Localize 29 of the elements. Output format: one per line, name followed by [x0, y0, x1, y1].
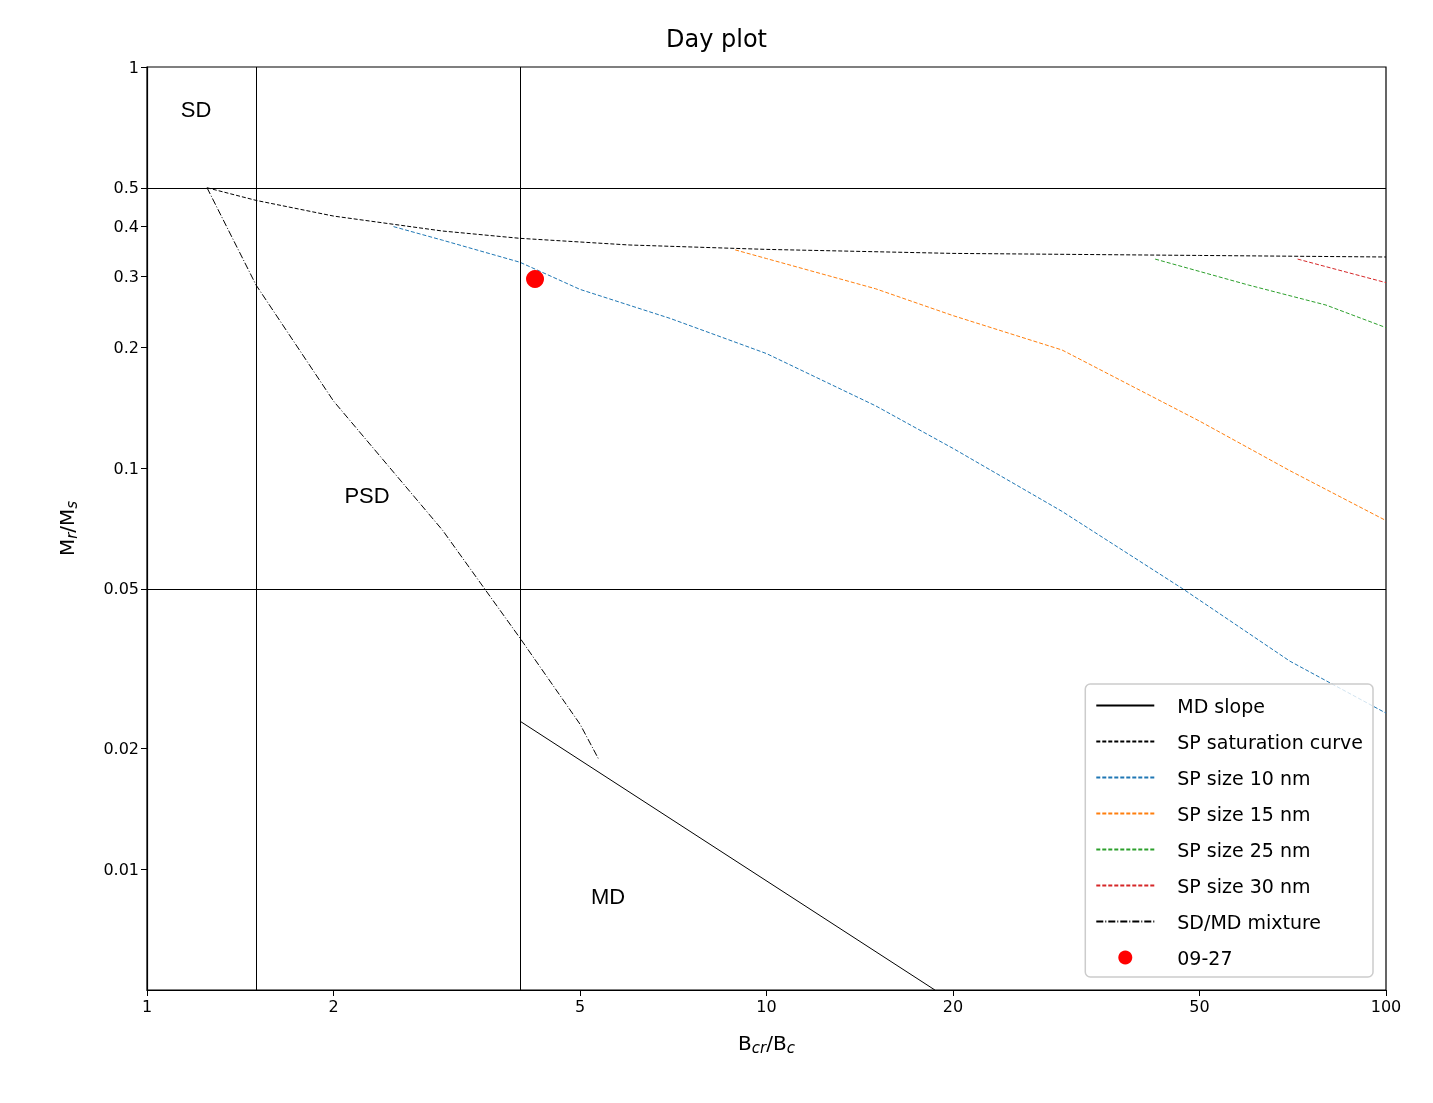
y-tick-label: 0.4	[113, 217, 139, 237]
y-tick-label: 0.5	[113, 178, 139, 198]
legend-label: SP size 10 nm	[1177, 766, 1311, 789]
x-tick-label: 50	[1189, 996, 1210, 1016]
y-tick-label: 1	[128, 57, 139, 77]
x-tick-label: 1	[141, 996, 153, 1016]
annotation: SD	[180, 96, 212, 122]
legend-label: SP size 15 nm	[1177, 802, 1311, 825]
chart-title: Day plot	[665, 25, 768, 53]
x-tick-label: 10	[756, 996, 777, 1016]
legend-label: SD/MD mixture	[1177, 910, 1322, 933]
x-tick-label: 2	[328, 996, 339, 1016]
legend-label: SP size 30 nm	[1177, 874, 1311, 897]
legend-label: MD slope	[1177, 694, 1265, 717]
y-tick-label: 0.3	[113, 267, 139, 287]
y-tick-label: 0.02	[103, 739, 139, 758]
y-tick-label: 0.1	[113, 458, 139, 478]
legend-label: 09-27	[1177, 946, 1233, 969]
y-tick-label: 0.05	[103, 579, 139, 599]
x-tick-label: 5	[574, 996, 586, 1016]
y-tick-label: 0.01	[103, 859, 139, 879]
x-tick-label: 100	[1370, 996, 1402, 1016]
y-axis-title: Mr/Ms	[54, 500, 81, 557]
legend-label: SP saturation curve	[1177, 730, 1363, 753]
y-tick-label: 0.2	[113, 337, 139, 357]
annotation: MD	[590, 883, 626, 909]
x-tick-label: 20	[942, 996, 964, 1016]
annotation: PSD	[344, 482, 390, 508]
legend-label: SP size 25 nm	[1177, 838, 1311, 861]
